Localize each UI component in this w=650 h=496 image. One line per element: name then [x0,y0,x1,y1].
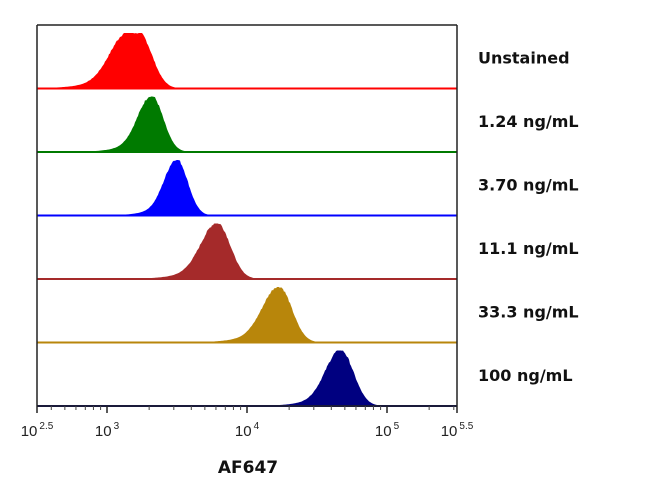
histogram-series [37,96,457,153]
x-tick-label: 10 5.5 [441,421,474,440]
histogram-series [37,160,457,217]
legend-label: 11.1 ng/mL [478,239,579,258]
histogram-area [37,160,457,216]
x-tick-label: 10 4 [235,421,260,440]
histogram-series [37,33,457,90]
legend-label: 100 ng/mL [478,366,573,385]
x-axis-label: AF647 [218,458,278,478]
legend-label: 1.24 ng/mL [478,112,579,131]
legend-labels: Unstained 1.24 ng/mL 3.70 ng/mL 11.1 ng/mL 3… [478,48,579,385]
x-tick-label: 10 2.5 [21,421,54,440]
histogram-series [37,287,457,344]
legend-label: 3.70 ng/mL [478,175,579,194]
histogram-series [37,223,457,280]
histogram-area [37,96,457,152]
x-axis-ticks: 10 2.5 10 3 10 4 10 5 10 5.5 [21,406,474,440]
histogram-series [37,350,457,407]
histogram-area [37,33,457,89]
histogram-area [37,287,457,343]
legend-label: 33.3 ng/mL [478,302,579,321]
histogram-rows [37,33,457,407]
x-tick-label: 10 5 [375,421,400,440]
histogram-area [37,350,457,406]
x-tick-label: 10 3 [95,421,120,440]
legend-label: Unstained [478,48,570,67]
histogram-area [37,223,457,279]
